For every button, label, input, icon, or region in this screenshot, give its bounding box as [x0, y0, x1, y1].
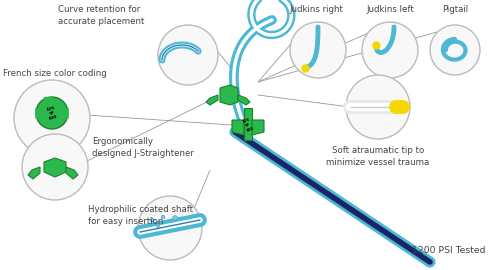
Polygon shape: [28, 167, 40, 179]
Polygon shape: [238, 95, 250, 105]
Text: 125
5F
100: 125 5F 100: [242, 117, 254, 133]
Circle shape: [36, 97, 68, 129]
Circle shape: [290, 22, 346, 78]
Polygon shape: [220, 85, 238, 105]
Text: Pigtail: Pigtail: [442, 5, 468, 14]
Circle shape: [161, 215, 165, 219]
Circle shape: [156, 224, 160, 228]
Text: Judkins left: Judkins left: [366, 5, 414, 14]
Circle shape: [14, 80, 90, 156]
Polygon shape: [36, 108, 44, 121]
Circle shape: [22, 134, 88, 200]
Text: French size color coding: French size color coding: [3, 69, 107, 77]
Text: Soft atraumatic tip to
minimize vessel trauma: Soft atraumatic tip to minimize vessel t…: [326, 146, 430, 167]
Circle shape: [430, 25, 480, 75]
Circle shape: [346, 75, 410, 139]
Circle shape: [158, 25, 218, 85]
Circle shape: [138, 196, 202, 260]
Polygon shape: [44, 158, 66, 177]
Text: Ergonomically
designed J-Straightener: Ergonomically designed J-Straightener: [92, 137, 194, 158]
Text: Judkins right: Judkins right: [289, 5, 343, 14]
Polygon shape: [232, 120, 244, 135]
Polygon shape: [66, 167, 78, 179]
Polygon shape: [60, 108, 68, 121]
Polygon shape: [244, 108, 252, 140]
Text: 125
5F
100: 125 5F 100: [46, 105, 58, 121]
Text: Hydrophilic coated shaft
for easy insertion: Hydrophilic coated shaft for easy insert…: [88, 205, 193, 226]
Polygon shape: [44, 97, 52, 102]
Circle shape: [150, 218, 154, 222]
Polygon shape: [206, 95, 218, 105]
Text: Curve retention for
accurate placement: Curve retention for accurate placement: [58, 5, 145, 26]
Polygon shape: [252, 120, 264, 135]
Circle shape: [362, 22, 418, 78]
Text: 1200 PSI Tested: 1200 PSI Tested: [412, 246, 485, 255]
Circle shape: [173, 216, 177, 220]
